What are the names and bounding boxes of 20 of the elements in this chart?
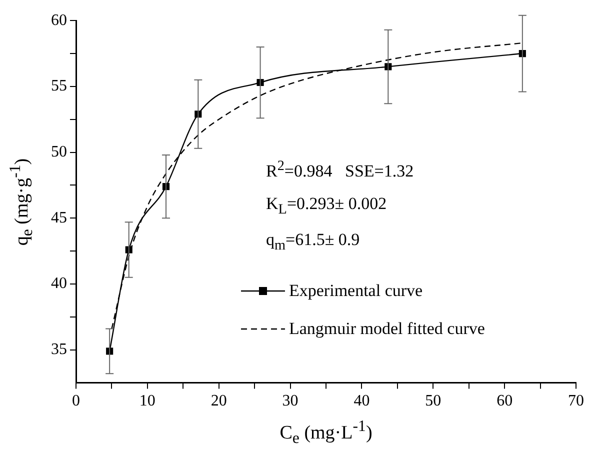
x-tick-label: 10 xyxy=(139,392,156,410)
y-tick-label: 60 xyxy=(51,12,67,29)
x-tick-label: 0 xyxy=(72,392,80,410)
y-tick-label: 40 xyxy=(51,275,67,292)
y-tick-label: 50 xyxy=(51,144,67,161)
legend-label: Langmuir model fitted curve xyxy=(289,319,485,340)
y-tick-label: 45 xyxy=(51,209,67,226)
x-tick-label: 30 xyxy=(282,392,298,410)
annotation: K$_{L}$=0.293± 0.002 xyxy=(266,194,388,218)
x-tick-label: 40 xyxy=(354,392,370,410)
annotation: q$_{m}$=61.5± 0.9 xyxy=(266,230,361,255)
annotation: R$^{2}$=0.984 SSE=1.32 xyxy=(266,158,414,182)
x-tick-label: 60 xyxy=(496,392,513,410)
x-tick-label: 50 xyxy=(425,392,442,410)
x-tick-label: 70 xyxy=(568,392,584,410)
y-tick-label: 55 xyxy=(51,78,67,95)
y-tick-label: 35 xyxy=(51,341,67,358)
legend-label: Experimental curve xyxy=(289,281,423,302)
x-axis-title: C$_{e}$ (mg·L$^{-1}$) xyxy=(280,418,372,448)
x-tick-label: 20 xyxy=(210,392,227,410)
